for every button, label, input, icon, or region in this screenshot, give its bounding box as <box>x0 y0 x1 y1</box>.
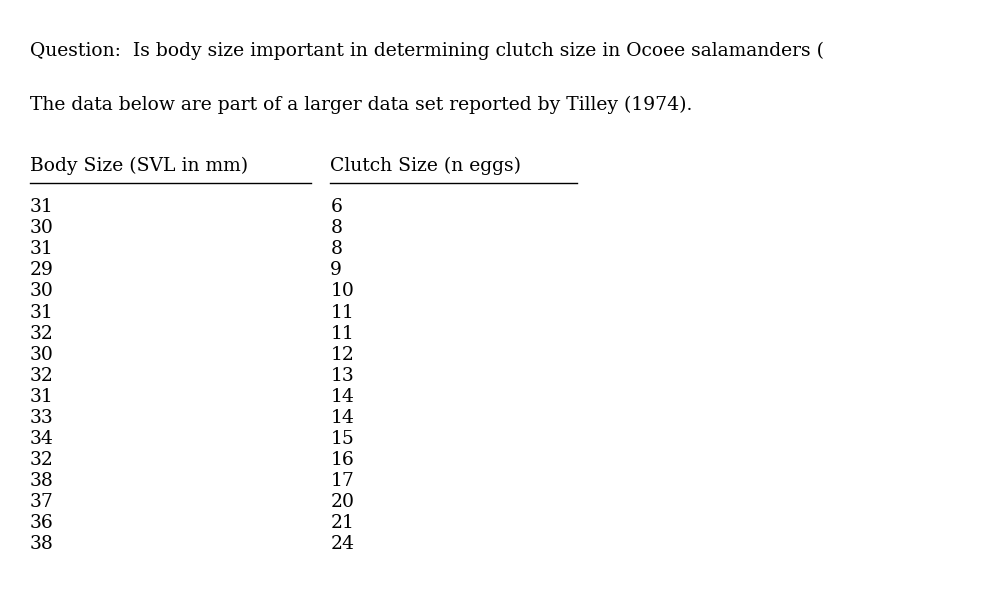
Text: Clutch Size (n eggs): Clutch Size (n eggs) <box>330 156 522 174</box>
Text: 15: 15 <box>330 430 354 448</box>
Text: 31: 31 <box>30 198 54 216</box>
Text: 16: 16 <box>330 451 354 469</box>
Text: 12: 12 <box>330 346 354 364</box>
Text: 31: 31 <box>30 304 54 322</box>
Text: 24: 24 <box>330 535 354 553</box>
Text: 14: 14 <box>330 388 354 406</box>
Text: 37: 37 <box>30 493 54 511</box>
Text: 14: 14 <box>330 409 354 427</box>
Text: 34: 34 <box>30 430 54 448</box>
Text: Body Size (SVL in mm): Body Size (SVL in mm) <box>30 156 248 174</box>
Text: 9: 9 <box>330 261 342 279</box>
Text: 38: 38 <box>30 535 54 553</box>
Text: 38: 38 <box>30 472 54 490</box>
Text: 20: 20 <box>330 493 354 511</box>
Text: 17: 17 <box>330 472 354 490</box>
Text: 32: 32 <box>30 451 54 469</box>
Text: 36: 36 <box>30 514 54 532</box>
Text: 32: 32 <box>30 325 54 343</box>
Text: 8: 8 <box>330 240 342 258</box>
Text: Question:  Is body size important in determining clutch size in Ocoee salamander: Question: Is body size important in dete… <box>30 42 824 60</box>
Text: 6: 6 <box>330 198 342 216</box>
Text: 30: 30 <box>30 346 54 364</box>
Text: 13: 13 <box>330 367 354 385</box>
Text: 30: 30 <box>30 219 54 237</box>
Text: 33: 33 <box>30 409 54 427</box>
Text: 10: 10 <box>330 282 354 300</box>
Text: 29: 29 <box>30 261 54 279</box>
Text: 21: 21 <box>330 514 354 532</box>
Text: 31: 31 <box>30 240 54 258</box>
Text: The data below are part of a larger data set reported by Tilley (1974).: The data below are part of a larger data… <box>30 96 693 114</box>
Text: 32: 32 <box>30 367 54 385</box>
Text: 30: 30 <box>30 282 54 300</box>
Text: 11: 11 <box>330 304 354 322</box>
Text: 11: 11 <box>330 325 354 343</box>
Text: 31: 31 <box>30 388 54 406</box>
Text: 8: 8 <box>330 219 342 237</box>
